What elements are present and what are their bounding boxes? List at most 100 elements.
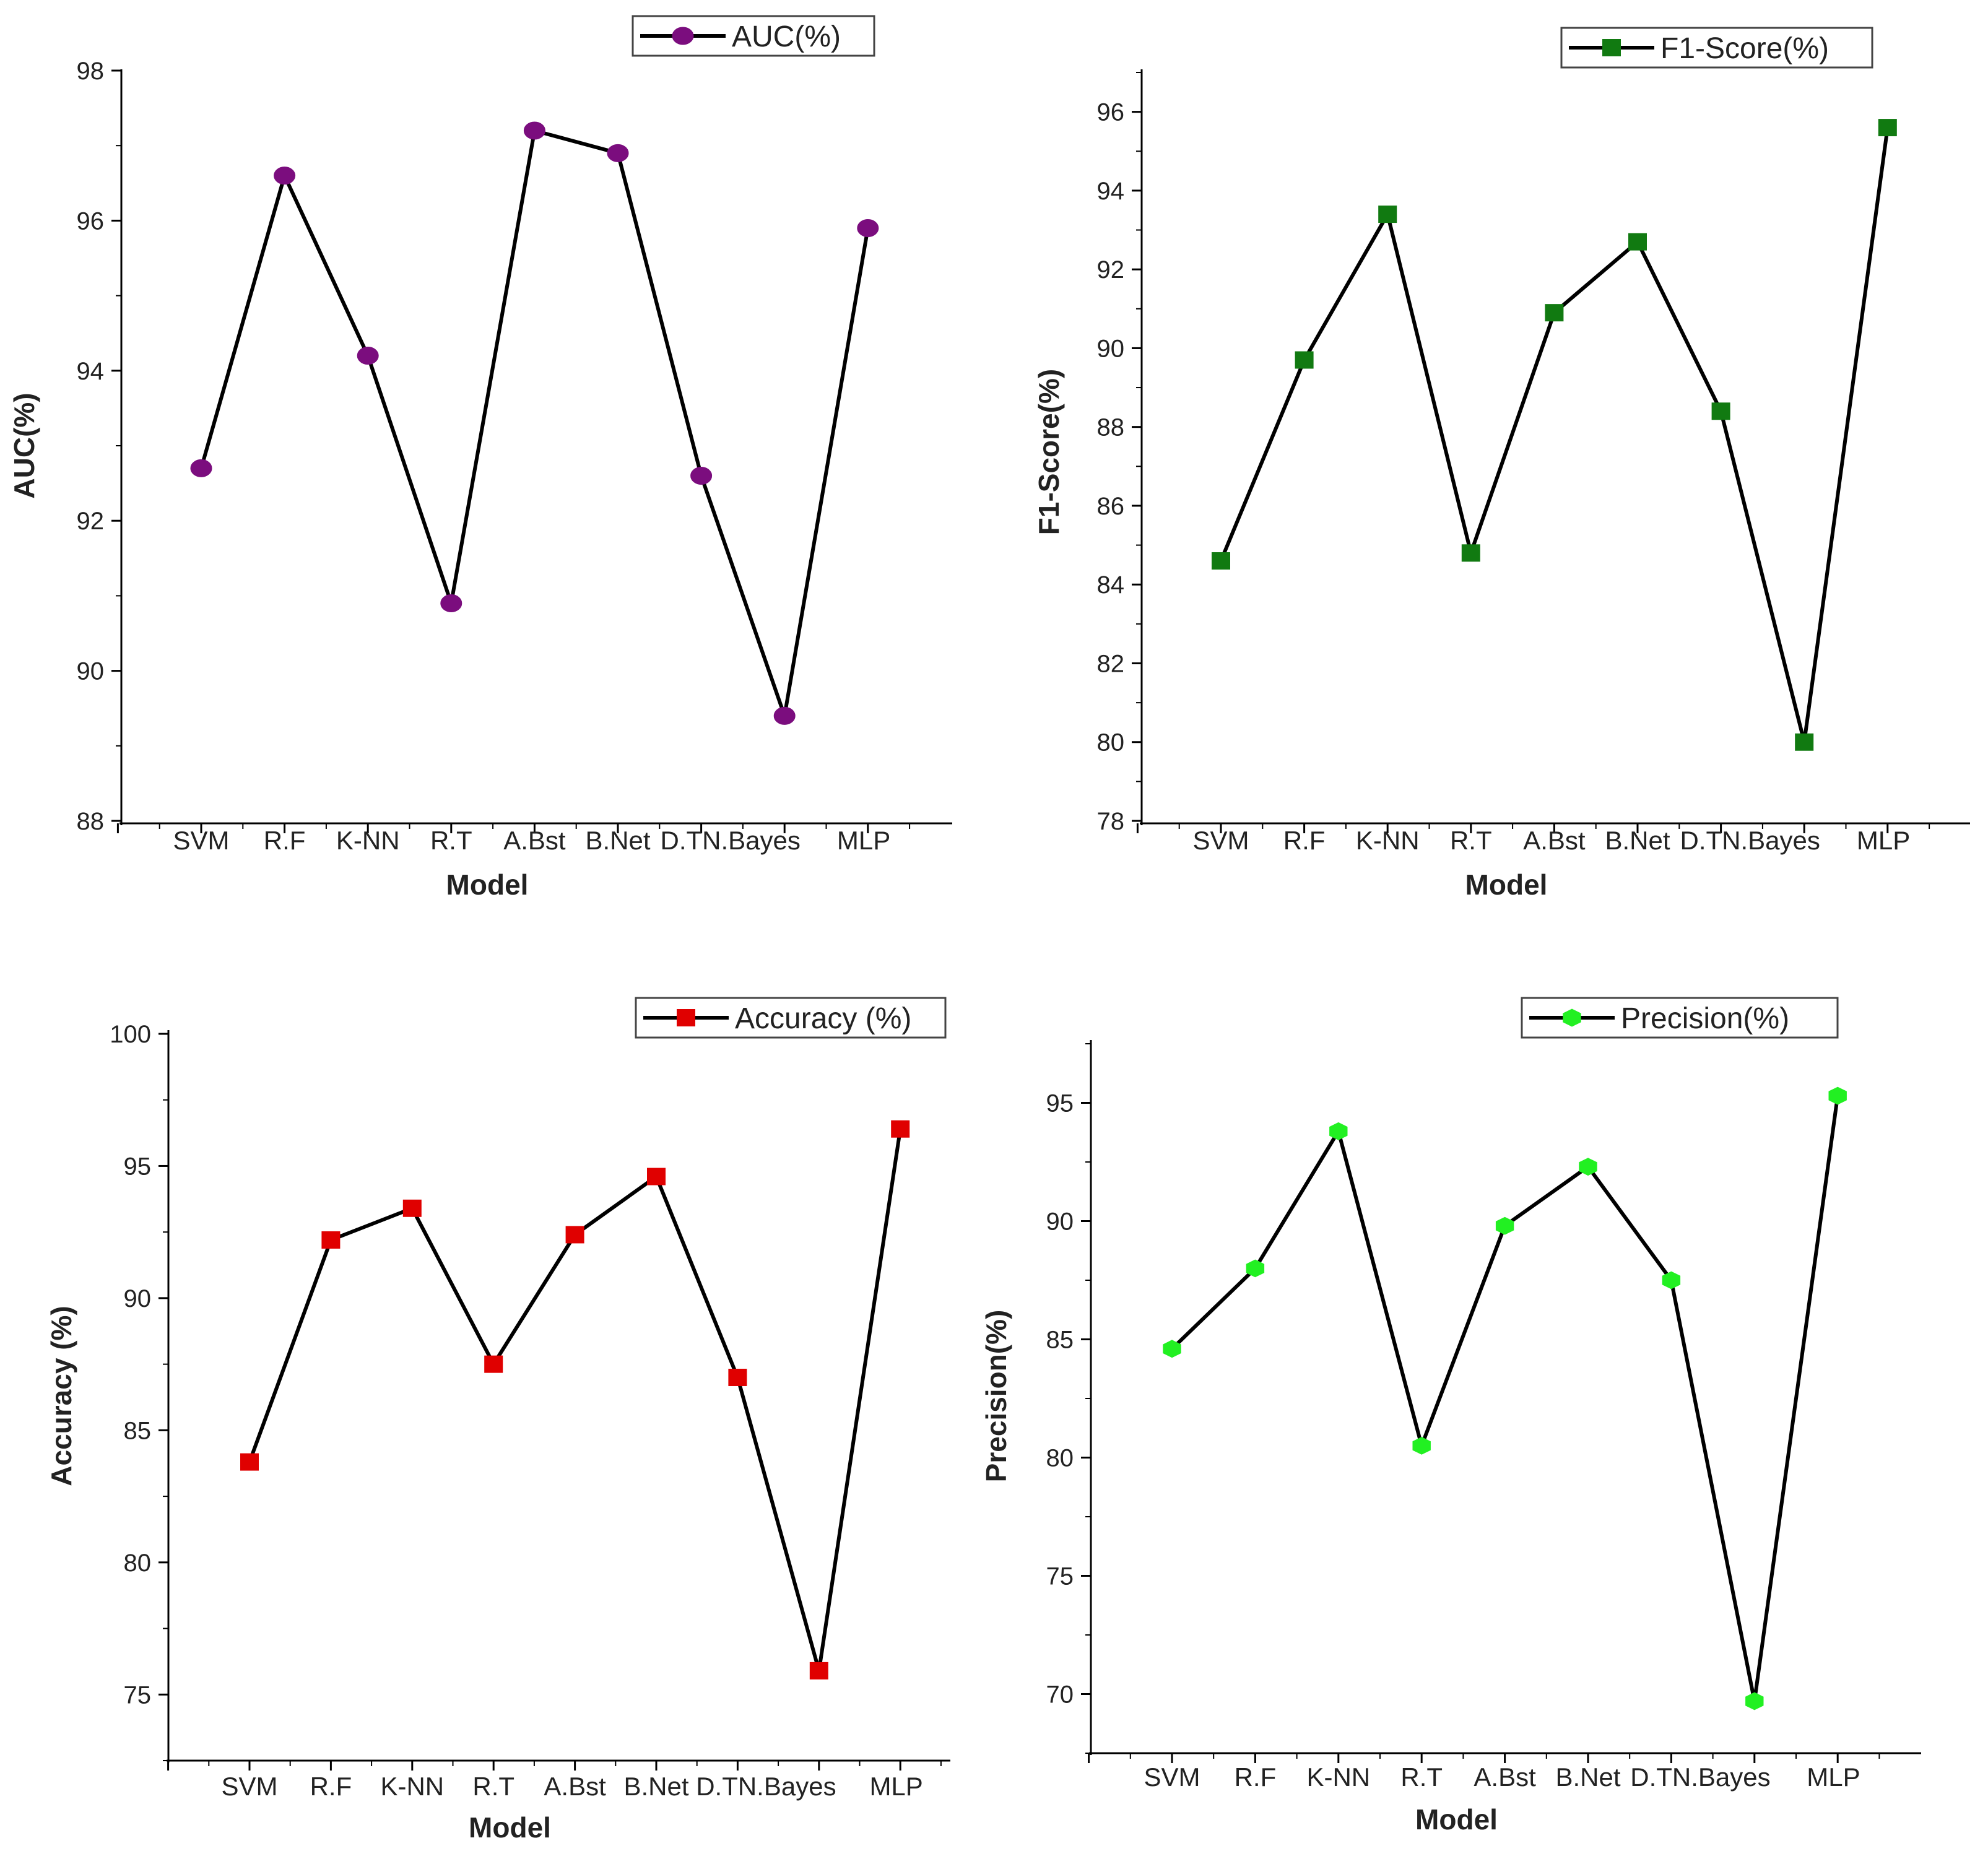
chart-2-y-tick-label: 92 [1097,256,1125,284]
chart-1-legend-marker [672,27,694,45]
chart-1-legend: AUC(%) [632,15,875,57]
chart-4-y-tick-label: 80 [1046,1445,1074,1472]
chart-3-legend-label: Accuracy (%) [735,1002,911,1035]
chart-4-x-tick-label: SVM [1144,1762,1200,1792]
chart-1-y-tick-label: 98 [77,58,105,85]
chart-3-data-point [728,1368,747,1386]
chart-3-y-axis-title: Accuracy (%) [45,1306,77,1486]
chart-1-data-point [607,144,629,162]
chart-3-data-point [240,1453,259,1471]
chart-3-data-point [484,1355,503,1373]
chart-3-legend-marker [677,1009,695,1026]
chart-1: 88 90 92 94 96 98 SVM R.F K-NN R.T A.Bst B.Net D.TN.… [8,15,952,901]
chart-2-x-tick-label: A.Bst [1523,826,1586,855]
chart-3-series-line [248,1129,903,1673]
chart-4-data-point [1163,1340,1181,1358]
chart-2-y-tick-label: 94 [1097,178,1125,205]
chart-4-x-axis-title: Model [1415,1803,1498,1836]
chart-3-x-tick-label: K-NN [380,1772,444,1801]
chart-2-x-tick-label: SVM [1192,826,1249,855]
chart-1-y-tick-label: 94 [77,358,105,385]
chart-2-legend-label: F1-Score(%) [1660,32,1829,65]
chart-3-data-point [891,1120,910,1138]
chart-2-x-tick-label: K-NN [1356,826,1420,855]
chart-4-data-point [1745,1692,1764,1710]
chart-4: 70 75 80 85 90 95 SVM R.F K-NN R.T A.Bst B.Net D.TN.… [980,997,1921,1836]
chart-4-legend: Precision(%) [1521,997,1839,1039]
chart-2-data-point [1295,351,1314,369]
chart-1-x-tick-label: SVM [173,826,229,855]
chart-1-data-point [357,347,379,365]
chart-3-x-tick-label: R.F [310,1772,352,1801]
chart-1-legend-label: AUC(%) [732,20,841,53]
chart-4-y-tick-label: 85 [1046,1327,1074,1354]
chart-4-data-point [1495,1216,1514,1235]
chart-4-x-tick-label: D.TN.Bayes [1630,1762,1770,1792]
chart-4-data-point [1828,1086,1847,1105]
chart-4-data-point [1329,1122,1348,1140]
chart-2-y-tick-label: 84 [1097,571,1125,599]
chart-1-y-tick-label: 96 [77,207,105,235]
chart-2-legend-marker [1602,39,1621,56]
chart-2-x-tick-label: R.F [1283,826,1326,855]
chart-1-data-point [274,167,296,185]
chart-2-data-point [1878,119,1897,137]
chart-1-data-point [690,466,713,485]
chart-4-x-tick-label: A.Bst [1474,1762,1536,1792]
chart-1-y-axis-title: AUC(%) [8,392,40,498]
chart-4-x-tick-label: K-NN [1306,1762,1370,1792]
chart-1-x-tick-label: A.Bst [503,826,566,855]
chart-2-y-tick-label: 78 [1097,808,1125,835]
chart-1-series-line [199,129,870,718]
chart-2-y-axis-title: F1-Score(%) [1033,369,1065,535]
chart-4-y-tick-label: 75 [1046,1563,1074,1590]
chart-3-y-tick-label: 90 [124,1285,152,1312]
chart-1-x-axis-title: Model [446,869,529,901]
chart-4-x-tick-label: R.F [1235,1762,1277,1792]
chart-1-y-tick-label: 88 [77,808,105,835]
chart-2-x-tick-label: MLP [1857,826,1910,855]
chart-3-y-tick-label: 75 [124,1681,152,1709]
chart-4-x-tick-label: R.T [1400,1762,1443,1792]
chart-1-x-tick-label: R.T [430,826,472,855]
chart-3-x-tick-label: SVM [221,1772,277,1801]
chart-2-data-point [1795,733,1814,751]
chart-2-series-line [1219,127,1890,744]
chart-3-x-axis-title: Model [469,1811,551,1844]
chart-2-y-tick-label: 90 [1097,335,1125,362]
chart-4-x-tick-label: MLP [1807,1762,1860,1792]
chart-1-data-point [523,121,545,140]
chart-2-data-point [1212,552,1230,570]
chart-3-x-tick-label: R.T [472,1772,514,1801]
chart-3-y-tick-label: 100 [110,1021,151,1048]
chart-1-data-point [190,459,212,477]
chart-2-data-point [1628,233,1647,251]
chart-2-x-tick-label: D.TN.Bayes [1680,826,1820,855]
chart-4-data-point [1412,1437,1431,1455]
chart-1-x-tick-label: MLP [837,826,890,855]
chart-2-data-point [1545,304,1564,322]
chart-3-data-point [565,1226,584,1244]
chart-2-x-tick-label: B.Net [1605,826,1670,855]
chart-4-y-axis-title: Precision(%) [980,1310,1012,1483]
chart-2: 78 80 82 84 86 88 90 92 94 96 SVM R.F K-NN R.T A.Bst B.… [1033,27,1970,901]
chart-3-data-point [402,1199,422,1217]
chart-2-y-tick-label: 86 [1097,493,1125,520]
chart-2-legend: F1-Score(%) [1560,27,1873,69]
chart-1-x-tick-label: K-NN [336,826,400,855]
chart-4-legend-label: Precision(%) [1621,1002,1789,1035]
chart-3-x-tick-label: A.Bst [544,1772,606,1801]
chart-3-y-tick-label: 85 [124,1417,152,1444]
chart-3-x-tick-label: B.Net [623,1772,688,1801]
chart-3: 75 80 85 90 95 100 SVM R.F K-NN R.T A.Bst B.Net D.TN… [45,997,950,1844]
chart-2-y-tick-label: 88 [1097,414,1125,441]
chart-1-data-point [440,594,462,613]
chart-2-y-tick-label: 80 [1097,729,1125,756]
chart-4-y-tick-label: 90 [1046,1208,1074,1236]
chart-4-y-tick-label: 70 [1046,1681,1074,1709]
chart-3-x-tick-label: MLP [869,1772,922,1801]
chart-3-data-point [321,1231,341,1249]
chart-3-data-point [647,1168,666,1186]
chart-3-y-tick-label: 80 [124,1550,152,1577]
